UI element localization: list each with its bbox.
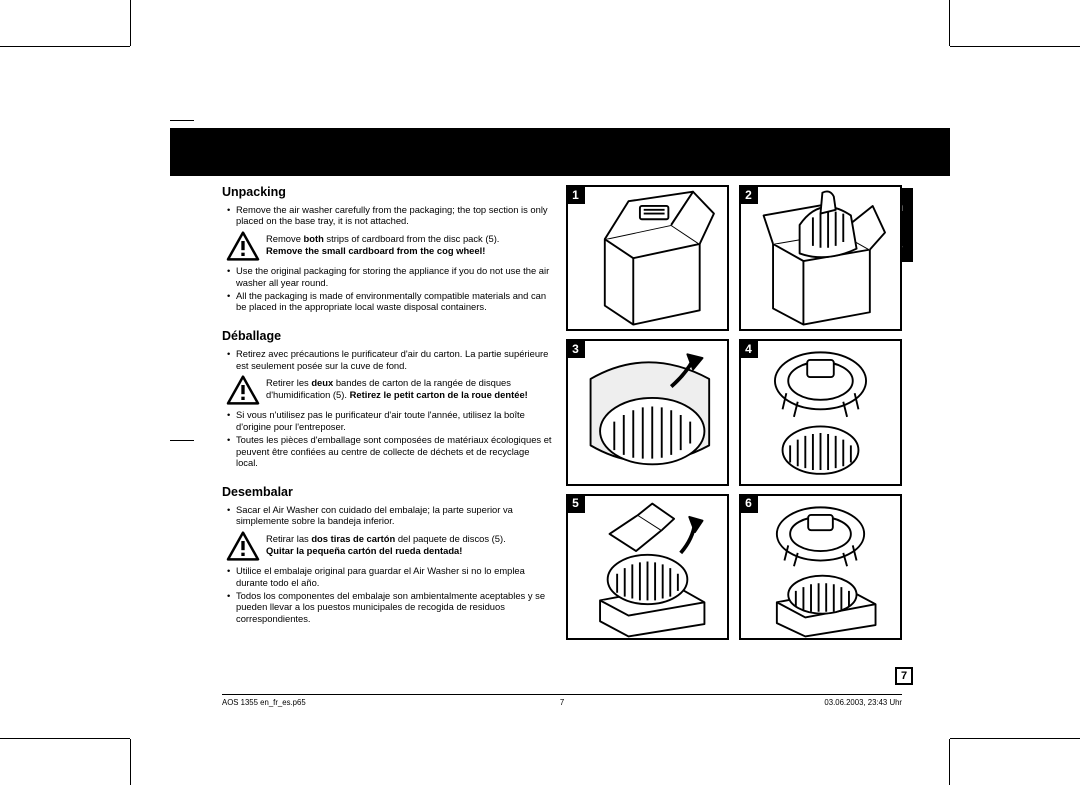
crop-mark (0, 738, 130, 739)
list-item: Remove the air washer carefully from the… (230, 204, 552, 228)
bullet-list: Retirez avec précautions le purificateur… (222, 348, 552, 372)
figure-number: 3 (566, 339, 585, 358)
figure-number: 2 (739, 185, 758, 204)
footer-timestamp: 03.06.2003, 23:43 Uhr (675, 698, 902, 707)
figures-grid: 1 2 (566, 185, 902, 640)
section-unpacking: Unpacking Remove the air washer carefull… (222, 185, 552, 313)
warning-text: Remove both strips of cardboard from the… (266, 231, 552, 257)
crop-mark (130, 0, 131, 46)
warning-row: Retirer les deux bandes de carton de la … (222, 375, 552, 405)
crop-mark (0, 46, 130, 47)
page-number: 7 (901, 670, 907, 682)
warning-row: Retirar las dos tiras de cartón del paqu… (222, 531, 552, 561)
list-item: Utilice el embalaje original para guarda… (230, 565, 552, 589)
crop-mark (950, 738, 1080, 739)
section-desembalar: Desembalar Sacar el Air Washer con cuida… (222, 485, 552, 625)
warning-text: Retirar las dos tiras de cartón del paqu… (266, 531, 552, 557)
text-column: Unpacking Remove the air washer carefull… (222, 185, 552, 707)
figure-illustration (741, 341, 900, 483)
warning-icon (226, 531, 260, 561)
figure-illustration (568, 187, 727, 329)
figure-5: 5 (566, 494, 729, 640)
figure-illustration (741, 187, 900, 329)
figure-number: 6 (739, 494, 758, 513)
gutter-mark (170, 440, 194, 441)
list-item: Todos los componentes del embalaje son a… (230, 590, 552, 625)
crop-mark (950, 46, 1080, 47)
bullet-list: Sacar el Air Washer con cuidado del emba… (222, 504, 552, 528)
list-item: Toutes les pièces d'emballage sont compo… (230, 434, 552, 469)
footer-page: 7 (449, 698, 676, 707)
figure-3: 3 (566, 339, 729, 485)
crop-mark (949, 739, 950, 785)
header-black-band (170, 128, 950, 176)
figure-number: 1 (566, 185, 585, 204)
figure-number: 5 (566, 494, 585, 513)
crop-mark (949, 0, 950, 46)
list-item: Retirez avec précautions le purificateur… (230, 348, 552, 372)
list-item: Use the original packaging for storing t… (230, 265, 552, 289)
figure-6: 6 (739, 494, 902, 640)
section-title: Déballage (222, 329, 552, 345)
figure-illustration (568, 341, 727, 483)
figure-4: 4 (739, 339, 902, 485)
figure-illustration (568, 496, 727, 638)
warning-icon (226, 231, 260, 261)
bullet-list: Utilice el embalaje original para guarda… (222, 565, 552, 625)
section-title: Unpacking (222, 185, 552, 201)
bullet-list: Remove the air washer carefully from the… (222, 204, 552, 228)
warning-icon (226, 375, 260, 405)
warning-row: Remove both strips of cardboard from the… (222, 231, 552, 261)
figure-1: 1 (566, 185, 729, 331)
gutter-mark (170, 120, 194, 121)
bullet-list: Si vous n'utilisez pas le purificateur d… (222, 409, 552, 469)
list-item: All the packaging is made of environment… (230, 290, 552, 314)
footer: AOS 1355 en_fr_es.p65 7 03.06.2003, 23:4… (222, 694, 902, 707)
list-item: Sacar el Air Washer con cuidado del emba… (230, 504, 552, 528)
figure-illustration (741, 496, 900, 638)
page-content: Unpacking Remove the air washer carefull… (222, 185, 902, 707)
figure-number: 4 (739, 339, 758, 358)
page-number-box: 7 (895, 667, 913, 685)
warning-text: Retirer les deux bandes de carton de la … (266, 375, 552, 401)
crop-mark (130, 739, 131, 785)
figure-2: 2 (739, 185, 902, 331)
bullet-list: Use the original packaging for storing t… (222, 265, 552, 313)
section-deballage: Déballage Retirez avec précautions le pu… (222, 329, 552, 469)
section-title: Desembalar (222, 485, 552, 501)
list-item: Si vous n'utilisez pas le purificateur d… (230, 409, 552, 433)
footer-file: AOS 1355 en_fr_es.p65 (222, 698, 449, 707)
